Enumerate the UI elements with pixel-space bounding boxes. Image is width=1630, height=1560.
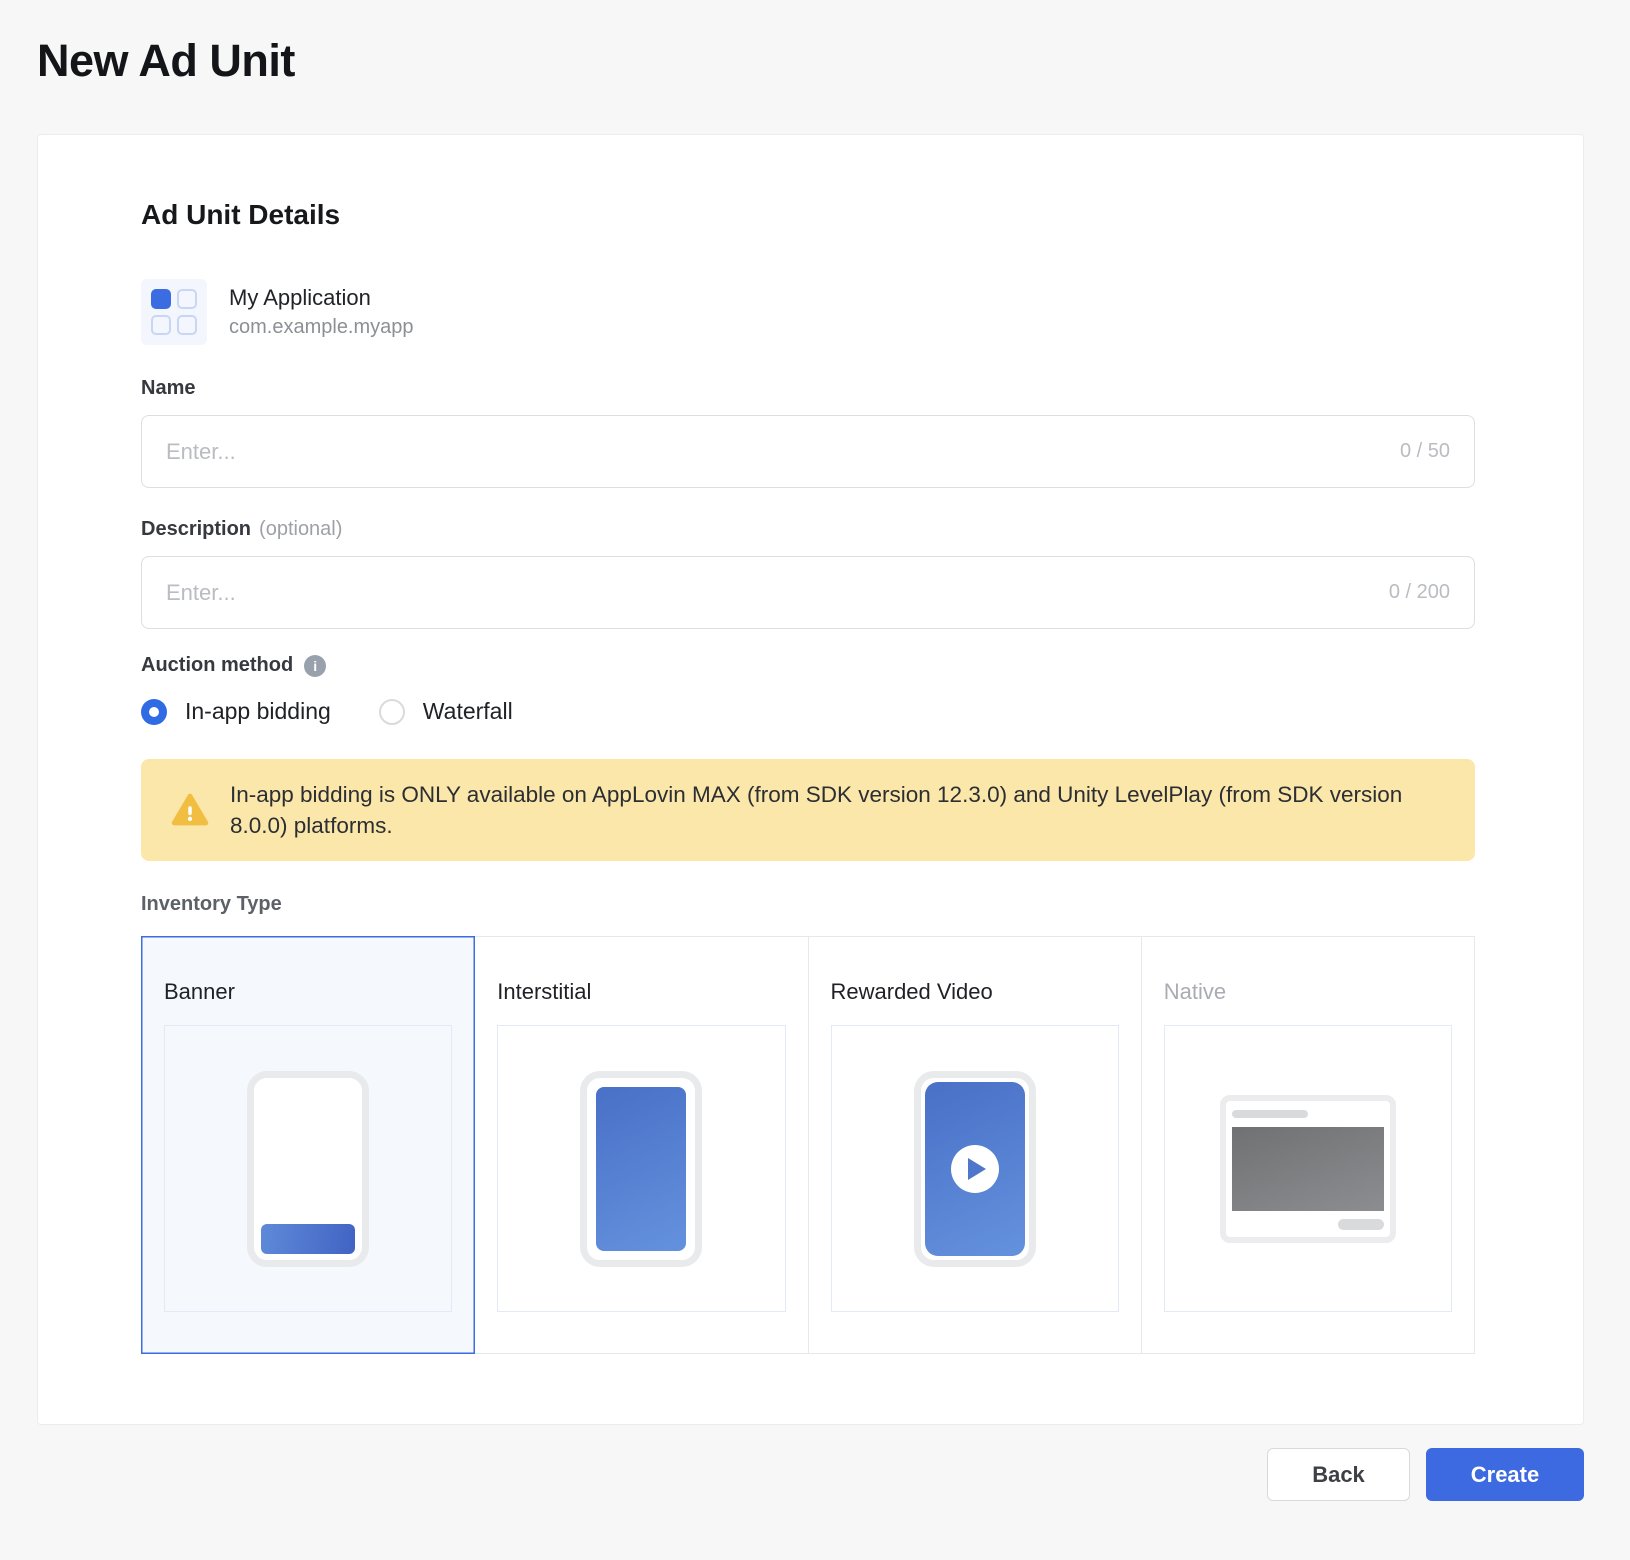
app-icon-square (177, 315, 197, 335)
phone-illustration (580, 1070, 703, 1267)
warning-banner: In-app bidding is ONLY available on AppL… (141, 759, 1475, 861)
native-title-placeholder (1231, 1109, 1308, 1119)
footer-actions: Back Create (0, 1448, 1584, 1501)
play-icon (950, 1144, 999, 1193)
rewarded-ad-shape (924, 1081, 1025, 1256)
description-char-counter: 0 / 200 (1388, 581, 1450, 603)
app-name: My Application (229, 285, 371, 310)
inventory-card-native: Native (1140, 936, 1475, 1354)
name-input[interactable]: Enter... 0 / 50 (141, 415, 1475, 488)
description-optional-hint: (optional) (259, 518, 343, 540)
app-summary: My Application com.example.myapp (141, 279, 1475, 345)
inventory-card-rewarded-video[interactable]: Rewarded Video (807, 936, 1142, 1354)
radio-label: In-app bidding (185, 698, 331, 724)
app-icon-square (151, 315, 171, 335)
inventory-type-label: Inventory Type (141, 893, 282, 915)
app-info: My Application com.example.myapp (229, 285, 414, 339)
radio-unchecked-icon[interactable] (378, 698, 405, 725)
warning-triangle-icon (171, 793, 209, 826)
inventory-card-banner[interactable]: Banner (141, 936, 476, 1354)
app-icon-square (177, 289, 197, 309)
inventory-card-label: Banner (164, 979, 235, 1004)
native-image-placeholder (1231, 1127, 1384, 1211)
inventory-card-label: Interstitial (497, 979, 592, 1004)
radio-label: Waterfall (422, 698, 513, 724)
interstitial-ad-shape (596, 1086, 687, 1251)
info-icon[interactable]: i (304, 654, 327, 677)
banner-ad-shape (261, 1223, 356, 1254)
inventory-card-label: Native (1163, 979, 1227, 1004)
app-icon-square (151, 289, 171, 309)
inventory-type-grid: Banner Interstitial Rewarded Video (141, 936, 1475, 1354)
name-field-label: Name (141, 377, 196, 399)
name-char-counter: 0 / 50 (1399, 440, 1450, 462)
auction-method-row: Auction method i (141, 654, 1475, 677)
radio-option-waterfall[interactable]: Waterfall (378, 698, 513, 725)
auction-method-label: Auction method (141, 654, 294, 676)
app-icon (141, 279, 207, 345)
rewarded-video-preview (830, 1025, 1119, 1312)
ad-unit-form-card: Ad Unit Details My Application com.examp… (37, 134, 1584, 1425)
play-triangle-icon (968, 1157, 987, 1180)
inventory-card-label: Rewarded Video (830, 979, 993, 1004)
native-footer (1232, 1211, 1384, 1230)
description-input-placeholder: Enter... (166, 579, 236, 605)
banner-preview (164, 1025, 453, 1312)
back-button[interactable]: Back (1267, 1448, 1410, 1501)
warning-text: In-app bidding is ONLY available on AppL… (230, 782, 1403, 838)
inventory-card-interstitial[interactable]: Interstitial (474, 936, 809, 1354)
description-field-label: Description (optional) (141, 518, 1475, 541)
auction-method-options: In-app bidding Waterfall (141, 698, 1475, 725)
native-ad-illustration (1219, 1094, 1396, 1243)
radio-checked-icon[interactable] (141, 698, 167, 725)
description-input[interactable]: Enter... 0 / 200 (141, 556, 1475, 629)
radio-option-in-app-bidding[interactable]: In-app bidding (141, 698, 331, 725)
page-title: New Ad Unit (37, 35, 295, 86)
phone-illustration (913, 1070, 1036, 1267)
create-button[interactable]: Create (1426, 1448, 1584, 1501)
description-label-text: Description (141, 518, 252, 540)
section-title: Ad Unit Details (141, 199, 341, 230)
interstitial-preview (497, 1025, 786, 1312)
name-input-placeholder: Enter... (166, 438, 236, 464)
native-preview (1163, 1025, 1452, 1312)
app-package: com.example.myapp (229, 316, 414, 338)
phone-illustration (247, 1070, 370, 1267)
native-button-placeholder (1337, 1218, 1384, 1230)
